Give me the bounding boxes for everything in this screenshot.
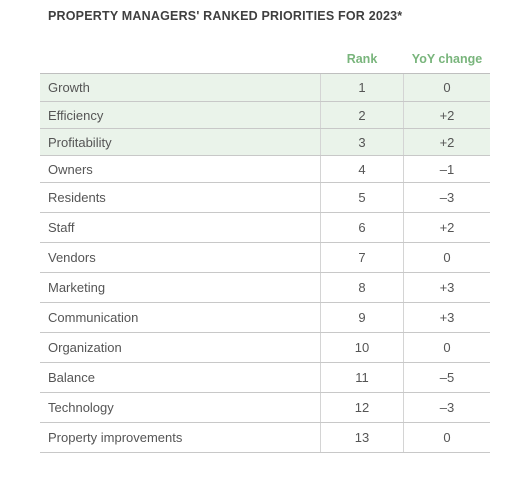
rank-cell: 3: [320, 129, 404, 155]
rank-cell: 4: [320, 156, 404, 182]
rank-cell: 7: [320, 243, 404, 272]
header-yoy-change: YoY change: [411, 52, 483, 66]
priorities-table: Rank YoY change Growth 1 0 Efficiency 2 +2 Pro…: [40, 45, 490, 453]
yoy-change-cell: –5: [439, 370, 455, 385]
rank-cell: 13: [320, 423, 404, 452]
rank-cell: 2: [320, 102, 404, 128]
table-row: Staff 6 +2: [40, 213, 490, 243]
category-cell: Marketing: [48, 280, 106, 295]
rank-cell: 5: [320, 183, 404, 212]
rank-cell: 12: [320, 393, 404, 422]
category-cell: Owners: [48, 161, 93, 177]
yoy-change-cell: 0: [443, 430, 451, 445]
table-row: Efficiency 2 +2: [40, 102, 490, 129]
category-cell: Vendors: [48, 250, 96, 265]
rank-cell: 11: [320, 363, 404, 392]
rank-cell: 10: [320, 333, 404, 362]
category-cell: Communication: [48, 310, 139, 325]
table-row: Communication 9 +3: [40, 303, 490, 333]
yoy-change-cell: 0: [443, 250, 451, 265]
table-title: PROPERTY MANAGERS' RANKED PRIORITIES FOR…: [48, 9, 403, 23]
yoy-change-cell: –1: [439, 161, 455, 177]
table-row: Organization 10 0: [40, 333, 490, 363]
yoy-change-cell: 0: [443, 340, 451, 355]
rank-cell: 1: [320, 74, 404, 101]
category-cell: Balance: [48, 370, 95, 385]
yoy-change-cell: +3: [439, 280, 455, 295]
category-cell: Efficiency: [48, 107, 104, 123]
rank-cell: 8: [320, 273, 404, 302]
yoy-change-cell: –3: [439, 190, 455, 205]
category-cell: Organization: [48, 340, 122, 355]
table-row: Residents 5 –3: [40, 183, 490, 213]
rank-cell: 9: [320, 303, 404, 332]
category-cell: Staff: [48, 220, 75, 235]
table-row: Owners 4 –1: [40, 156, 490, 183]
yoy-change-cell: 0: [443, 80, 451, 95]
table-row: Vendors 7 0: [40, 243, 490, 273]
header-rank: Rank: [346, 52, 378, 66]
table-row: Profitability 3 +2: [40, 129, 490, 156]
category-cell: Growth: [48, 80, 90, 95]
table-row: Growth 1 0: [40, 74, 490, 102]
table-header: Rank YoY change: [40, 45, 490, 73]
table-row: Technology 12 –3: [40, 393, 490, 423]
category-cell: Residents: [48, 190, 106, 205]
yoy-change-cell: +2: [439, 107, 455, 123]
yoy-change-cell: +2: [439, 220, 455, 235]
table-row: Marketing 8 +3: [40, 273, 490, 303]
table-row: Property improvements 13 0: [40, 423, 490, 453]
category-cell: Profitability: [48, 134, 112, 150]
rank-cell: 6: [320, 213, 404, 242]
category-cell: Property improvements: [48, 430, 183, 445]
table-row: Balance 11 –5: [40, 363, 490, 393]
yoy-change-cell: +3: [439, 310, 455, 325]
category-cell: Technology: [48, 400, 114, 415]
table-body: Growth 1 0 Efficiency 2 +2 Profitability 3 +2 Own…: [40, 73, 490, 453]
yoy-change-cell: +2: [439, 134, 455, 150]
yoy-change-cell: –3: [439, 400, 455, 415]
